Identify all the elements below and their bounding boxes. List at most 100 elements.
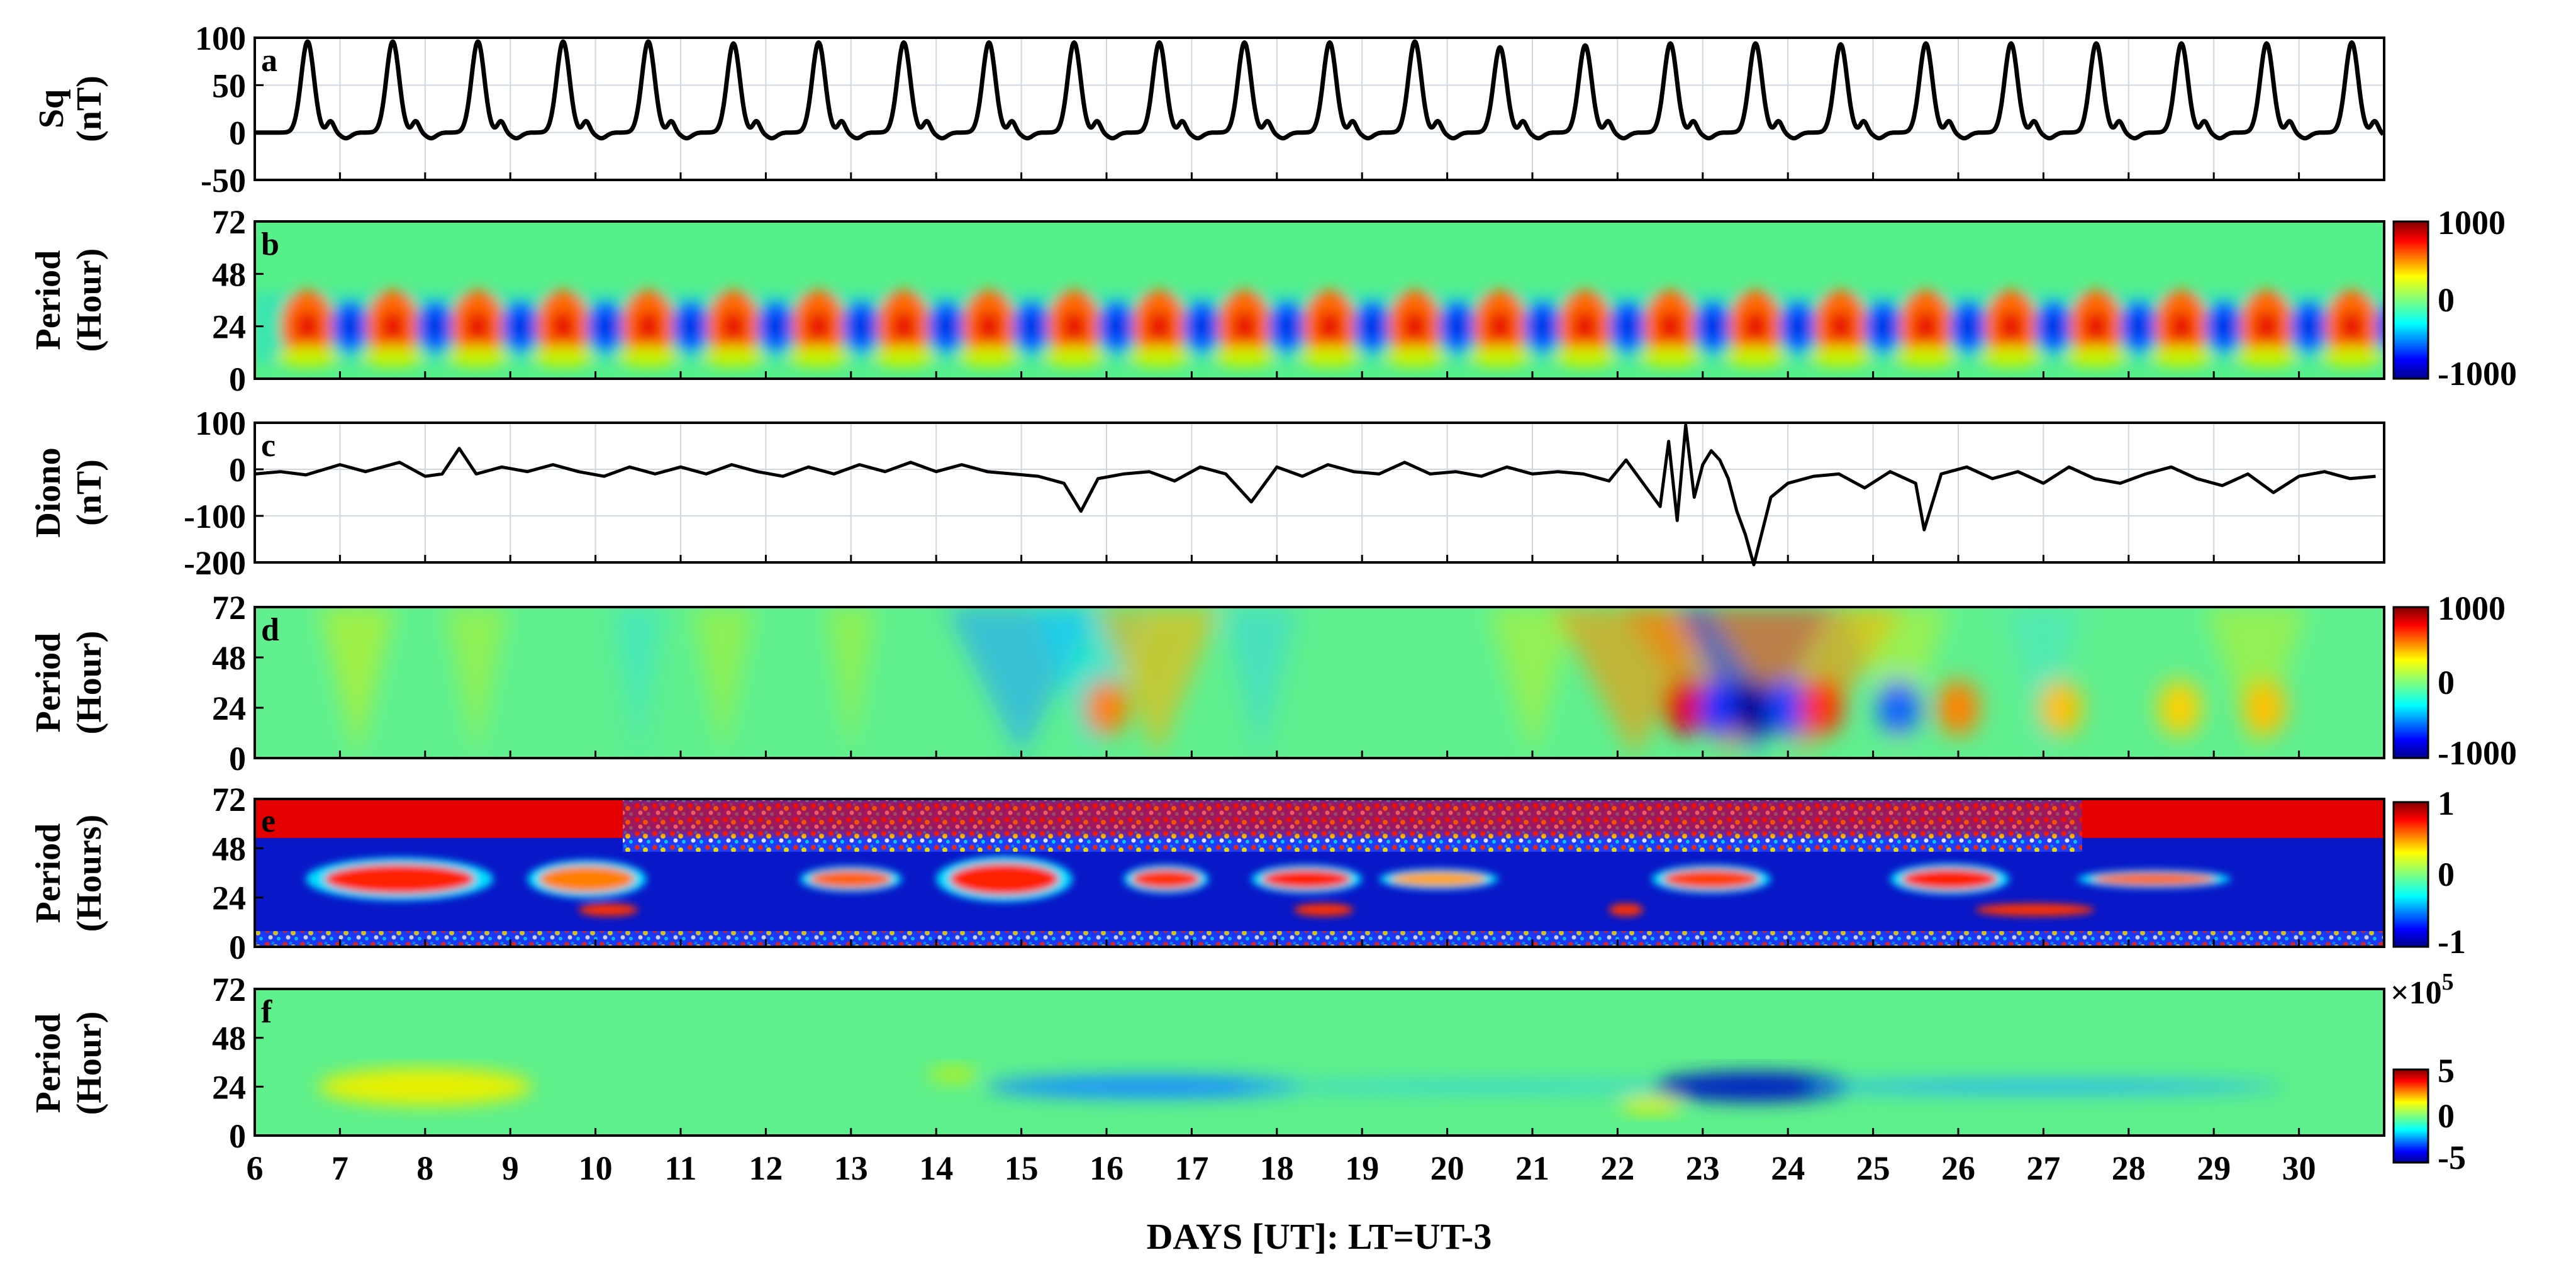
negative-core — [427, 316, 445, 337]
x-tick-label: 6 — [247, 1149, 264, 1187]
positive-core — [891, 311, 917, 342]
negative-core — [341, 316, 359, 337]
panel-c-letter: c — [261, 428, 276, 464]
colorbar-tick-label: 1 — [2438, 784, 2455, 822]
negative-core — [1278, 316, 1296, 337]
x-tick-label: 10 — [579, 1149, 613, 1187]
cross-blob — [928, 1068, 979, 1081]
negative-core — [1960, 316, 1978, 337]
y-tick-label: -200 — [184, 544, 246, 582]
y-tick-label: 72 — [212, 971, 246, 1008]
harmonic-blob — [2149, 347, 2213, 367]
panel-e-ylabel-top: Period — [29, 823, 68, 924]
colorbar-tick-label: 0 — [2438, 1097, 2455, 1135]
coherence-blob — [1262, 869, 1351, 889]
y-tick-label: 24 — [212, 308, 246, 346]
panel-f-background — [255, 989, 2384, 1136]
positive-core — [1572, 311, 1598, 342]
y-tick-label: 24 — [212, 1068, 246, 1106]
cross-blob — [1804, 1080, 2283, 1093]
coherence-blob — [1293, 903, 1354, 917]
negative-core — [1534, 316, 1552, 337]
panel-a-y-ticks: 100 50 0 -50 — [195, 20, 264, 199]
colorbar-tick-label: 1000 — [2438, 204, 2506, 242]
positive-core — [720, 311, 746, 342]
panel-a-frame — [254, 36, 2385, 181]
negative-core — [2130, 316, 2148, 337]
x-tick-label: 17 — [1174, 1149, 1208, 1187]
panel-e-field — [255, 799, 2384, 947]
coherence-blob — [1975, 903, 2095, 917]
x-tick-label: 11 — [664, 1149, 696, 1187]
harmonic-blob — [1127, 347, 1191, 367]
wavelet-blob — [1937, 680, 1980, 735]
wavelet-blob — [2243, 680, 2287, 735]
x-tick-label: 16 — [1090, 1149, 1124, 1187]
wavelet-cone — [1095, 607, 1221, 758]
x-axis-label: DAYS [UT]: LT=UT-3 — [1147, 1216, 1492, 1257]
positive-core — [635, 311, 661, 342]
cross-blob — [1653, 1071, 1855, 1102]
x-tick-label: 15 — [1005, 1149, 1039, 1187]
coherence-blob — [578, 903, 638, 917]
harmonic-blob — [1468, 347, 1532, 367]
wavelet-blob — [2158, 680, 2202, 735]
colorbar-tick-label: 0 — [2438, 281, 2455, 319]
wavelet-cone — [1704, 607, 1906, 758]
colorbar-tick-label: -1000 — [2438, 734, 2517, 772]
x-tick-label: 7 — [332, 1149, 348, 1187]
negative-core — [1022, 316, 1040, 337]
coherence-blob — [1609, 903, 1644, 917]
panel-a-ylabel-bottom: (nT) — [70, 75, 109, 142]
panel-b-y-ticks: 72 48 24 0 — [212, 203, 264, 398]
x-tick-label: 14 — [919, 1149, 953, 1187]
wavelet-blob — [1800, 680, 1844, 735]
panel-a-letter: a — [261, 43, 277, 79]
panel-d-frame — [254, 606, 2385, 759]
coherence-blob — [2092, 873, 2216, 886]
panel-c-ylabel-bottom: (nT) — [70, 459, 109, 526]
y-tick-label: -100 — [184, 498, 246, 535]
colorbar-tick-label: 0 — [2438, 664, 2455, 701]
x-tick-label: 18 — [1260, 1149, 1294, 1187]
panel-f-ylabel-top: Period — [29, 1013, 68, 1114]
panel-c-y-ticks: 100 0 -100 -200 — [184, 405, 264, 582]
x-tick-label: 27 — [2026, 1149, 2060, 1187]
y-tick-label: 72 — [212, 589, 246, 627]
positive-core — [1913, 311, 1939, 342]
panel-b-letter: b — [261, 226, 279, 262]
x-axis: 6 7 8 9 10 11 12 13 14 15 16 17 18 19 20 21 22 23 24 25 26 27… — [247, 172, 2316, 1187]
sq-series-line — [253, 39, 2385, 141]
x-tick-label: 25 — [1856, 1149, 1890, 1187]
panel-e-letter: e — [261, 803, 276, 839]
x-tick-label: 20 — [1430, 1149, 1464, 1187]
panel-f-colorbar-multiplier: ×105 — [2390, 969, 2454, 1011]
negative-core — [1704, 316, 1722, 337]
coherence-blob — [1663, 869, 1759, 889]
negative-core — [1193, 316, 1211, 337]
cross-blob — [1620, 1097, 1683, 1113]
positive-core — [1232, 311, 1257, 342]
wavelet-blob — [1877, 680, 1921, 735]
panel-d-ylabel-top: Period — [29, 633, 68, 733]
y-tick-label: 24 — [212, 689, 246, 727]
x-tick-label: 24 — [1771, 1149, 1805, 1187]
colorbar-tick-label: -1 — [2438, 923, 2466, 961]
diono-series-line — [254, 423, 2376, 567]
panel-b-colorbar — [2392, 220, 2429, 380]
panel-b-colorbar-ticks: 1000 0 -1000 — [2438, 204, 2517, 393]
panel-c-ylabel-top: Diono — [29, 447, 68, 537]
panel-d-letter: d — [261, 612, 279, 648]
wavelet-cone — [1222, 607, 1298, 758]
harmonic-blob — [1639, 347, 1702, 367]
panel-f-ylabel-bottom: (Hour) — [70, 1012, 109, 1115]
wavelet-blob — [1698, 680, 1741, 735]
wavelet-cone — [613, 607, 664, 758]
coherence-blob — [325, 864, 475, 895]
y-tick-label: 72 — [212, 781, 246, 818]
x-tick-label: 26 — [1941, 1149, 1975, 1187]
negative-core — [511, 316, 530, 337]
y-tick-label: 72 — [212, 203, 246, 241]
x-tick-label: 19 — [1345, 1149, 1379, 1187]
